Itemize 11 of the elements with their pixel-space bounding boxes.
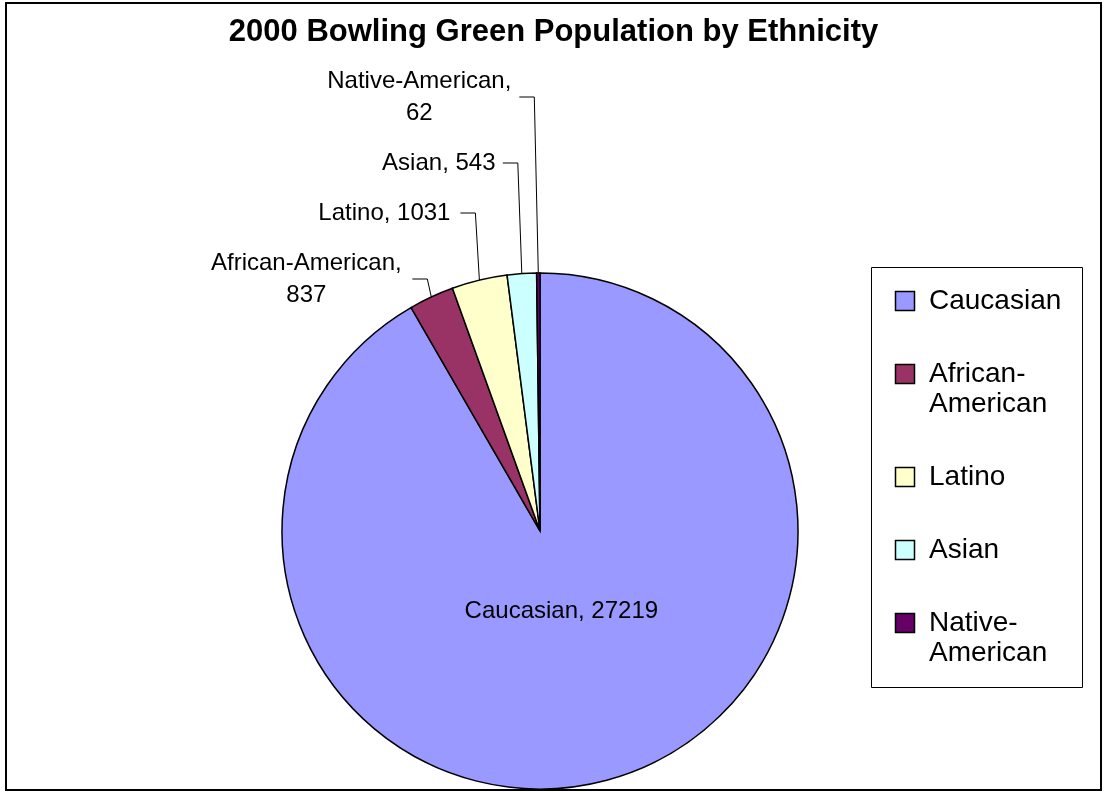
legend-label: Caucasian xyxy=(929,284,1062,315)
data-label: African-American, 837 xyxy=(210,248,402,307)
data-label: Latino, 1031 xyxy=(318,198,451,225)
data-label: Caucasian, 27219 xyxy=(464,595,659,623)
data-label: Native-American, 62 xyxy=(327,66,512,125)
legend-label: Asian xyxy=(929,533,1000,564)
chart-title: 2000 Bowling Green Population by Ethnicity xyxy=(228,13,879,48)
legend-label: Latino xyxy=(929,460,1006,491)
legend-label: Native-American xyxy=(929,606,1048,667)
legend-label: African-American xyxy=(929,357,1048,418)
data-label: Asian, 543 xyxy=(382,148,496,175)
